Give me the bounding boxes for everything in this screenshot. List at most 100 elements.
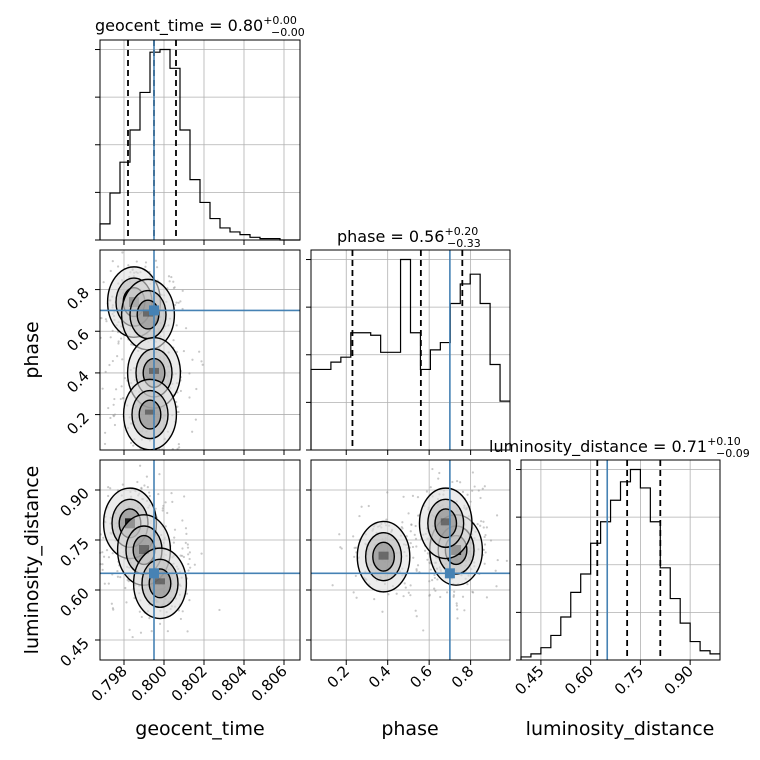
- frame-phase-luminosity_distance: [310, 459, 511, 661]
- sample-point: [426, 558, 429, 561]
- sample-point: [455, 479, 459, 483]
- sample-point: [481, 487, 484, 490]
- sample-point: [409, 542, 412, 545]
- ytick-label-phase: 0.8: [63, 284, 93, 314]
- sample-point: [455, 604, 458, 607]
- sample-point: [200, 552, 203, 555]
- xtick-label-luminosity_distance: 0.60: [561, 662, 597, 698]
- sample-point: [110, 602, 113, 605]
- sample-point: [186, 630, 189, 633]
- panel-phase-luminosity_distance: 0.2 0.4 0.6 0.8: [306, 459, 511, 692]
- sample-point: [405, 535, 408, 538]
- sample-point: [386, 491, 389, 494]
- hist-luminosity_distance: [520, 468, 720, 660]
- sample-point: [483, 562, 486, 565]
- sample-point: [123, 376, 127, 380]
- sample-point: [485, 526, 488, 529]
- sample-point: [119, 575, 122, 579]
- frame-geocent_time-luminosity_distance: [99, 459, 301, 661]
- sample-point: [437, 477, 440, 480]
- sample-point: [471, 591, 475, 594]
- sample-point: [122, 396, 125, 400]
- sample-point: [131, 635, 134, 639]
- sample-point: [179, 617, 182, 621]
- sample-point: [107, 486, 110, 489]
- sample-point: [135, 260, 138, 263]
- sample-point: [367, 504, 370, 508]
- sample-point: [143, 484, 146, 487]
- panel-geocent_time-phase: 0.2 0.4 0.6 0.8: [63, 249, 301, 455]
- sample-point: [140, 615, 143, 619]
- sample-point: [416, 564, 420, 567]
- sample-point: [461, 490, 465, 493]
- sample-point: [483, 485, 486, 488]
- xtick-label-geocent_time: 0.802: [168, 662, 211, 705]
- sample-point: [183, 495, 186, 498]
- truth-point-phase-luminosity_distance: [444, 568, 455, 579]
- sample-point: [112, 403, 115, 406]
- sample-point: [381, 610, 384, 613]
- title-luminosity-distance-sub: −0.09: [716, 447, 750, 460]
- title-luminosity-distance-main: luminosity_distance = 0.71: [489, 437, 707, 457]
- sample-point: [404, 586, 407, 589]
- sample-point: [184, 527, 188, 530]
- title-phase-sub: −0.33: [447, 237, 481, 250]
- grid-phase-phase: [311, 250, 510, 450]
- sample-point: [354, 574, 357, 578]
- sample-point: [150, 630, 153, 633]
- sample-point: [401, 527, 404, 530]
- sample-point: [107, 406, 110, 410]
- density-peak-phase-luminosity_distance-0: [378, 551, 389, 560]
- sample-point: [103, 582, 106, 585]
- sample-point: [127, 264, 130, 267]
- sample-point: [179, 554, 182, 557]
- sample-point: [198, 350, 201, 353]
- sample-point: [182, 555, 186, 559]
- sample-point: [411, 494, 415, 497]
- hist-geocent_time: [99, 48, 300, 241]
- sample-point: [108, 363, 111, 367]
- sample-point: [352, 535, 355, 538]
- sample-point: [120, 337, 123, 340]
- sample-point: [494, 569, 497, 572]
- sample-point: [338, 533, 341, 536]
- sample-point: [414, 537, 418, 540]
- frame-geocent_time-phase: [99, 249, 301, 451]
- sample-point: [181, 547, 184, 550]
- sample-point: [459, 481, 462, 484]
- sample-point: [101, 387, 104, 390]
- sample-point: [402, 595, 405, 598]
- sample-point: [358, 514, 361, 518]
- sample-point: [102, 555, 106, 558]
- hist-phase: [310, 258, 510, 450]
- sample-point: [422, 629, 425, 632]
- sample-point: [483, 543, 487, 546]
- sample-point: [479, 524, 482, 527]
- sample-point: [126, 578, 129, 582]
- xtick-label-luminosity_distance: 0.75: [611, 662, 647, 698]
- sample-point: [103, 442, 107, 446]
- sample-point: [129, 441, 133, 445]
- sample-point: [164, 525, 167, 528]
- sample-point: [170, 275, 173, 279]
- ytick-label-phase: 0.4: [63, 367, 93, 397]
- sample-point: [201, 363, 204, 366]
- frame-geocent_time-geocent_time: [99, 39, 301, 241]
- sample-point: [395, 592, 398, 595]
- sample-point: [102, 536, 105, 539]
- sample-point: [128, 628, 131, 631]
- sample-point: [433, 576, 436, 580]
- sample-point: [187, 569, 190, 572]
- contour-phase-luminosity_distance-2-1: [427, 498, 465, 549]
- density-geocent_time-phase-3-2: [139, 400, 161, 429]
- sample-point: [116, 265, 120, 268]
- sample-point: [107, 582, 110, 585]
- sample-point: [100, 317, 103, 320]
- sample-point: [476, 523, 479, 526]
- sample-point: [181, 289, 184, 292]
- sample-point: [453, 590, 456, 593]
- panel-geocent_time-geocent_time: [95, 39, 301, 245]
- xtick-label-phase: 0.8: [448, 662, 478, 692]
- sample-point: [155, 266, 159, 269]
